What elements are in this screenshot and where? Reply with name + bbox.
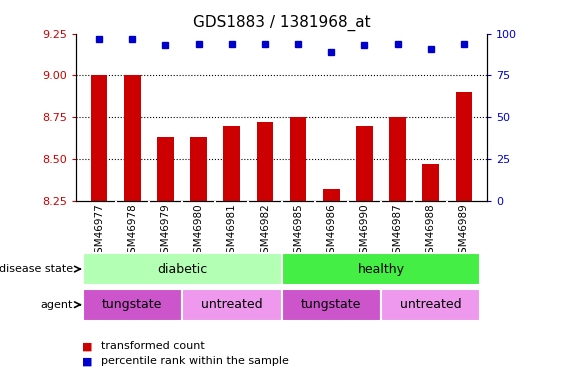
- Bar: [182, 289, 282, 321]
- Bar: [83, 289, 182, 321]
- Text: GSM46988: GSM46988: [426, 203, 436, 260]
- Text: healthy: healthy: [358, 262, 404, 276]
- Bar: [224, 126, 240, 201]
- Text: tungstate: tungstate: [102, 298, 163, 311]
- Bar: [282, 253, 480, 285]
- Bar: [381, 289, 480, 321]
- Bar: [389, 117, 406, 201]
- Text: diabetic: diabetic: [157, 262, 207, 276]
- Bar: [290, 117, 306, 201]
- Bar: [282, 289, 381, 321]
- Text: untreated: untreated: [201, 298, 262, 311]
- Text: untreated: untreated: [400, 298, 462, 311]
- Bar: [83, 253, 282, 285]
- Title: GDS1883 / 1381968_at: GDS1883 / 1381968_at: [193, 15, 370, 31]
- Text: GSM46987: GSM46987: [392, 203, 403, 260]
- Bar: [91, 75, 108, 201]
- Bar: [190, 137, 207, 201]
- Text: tungstate: tungstate: [301, 298, 361, 311]
- Bar: [124, 75, 141, 201]
- Bar: [257, 122, 273, 201]
- Text: percentile rank within the sample: percentile rank within the sample: [101, 356, 289, 366]
- Text: GSM46979: GSM46979: [160, 203, 171, 260]
- Text: GSM46990: GSM46990: [359, 203, 369, 260]
- Bar: [422, 164, 439, 201]
- Text: ■: ■: [82, 356, 92, 366]
- Text: disease state: disease state: [0, 264, 73, 274]
- Text: GSM46986: GSM46986: [326, 203, 336, 260]
- Text: ■: ■: [82, 341, 92, 351]
- Text: transformed count: transformed count: [101, 341, 205, 351]
- Text: GSM46981: GSM46981: [227, 203, 237, 260]
- Text: GSM46977: GSM46977: [94, 203, 104, 260]
- Bar: [455, 92, 472, 201]
- Text: GSM46982: GSM46982: [260, 203, 270, 260]
- Text: agent: agent: [41, 300, 73, 310]
- Text: GSM46978: GSM46978: [127, 203, 137, 260]
- Text: GSM46989: GSM46989: [459, 203, 469, 260]
- Bar: [356, 126, 373, 201]
- Bar: [323, 189, 339, 201]
- Bar: [157, 137, 174, 201]
- Text: GSM46985: GSM46985: [293, 203, 303, 260]
- Text: GSM46980: GSM46980: [194, 203, 204, 260]
